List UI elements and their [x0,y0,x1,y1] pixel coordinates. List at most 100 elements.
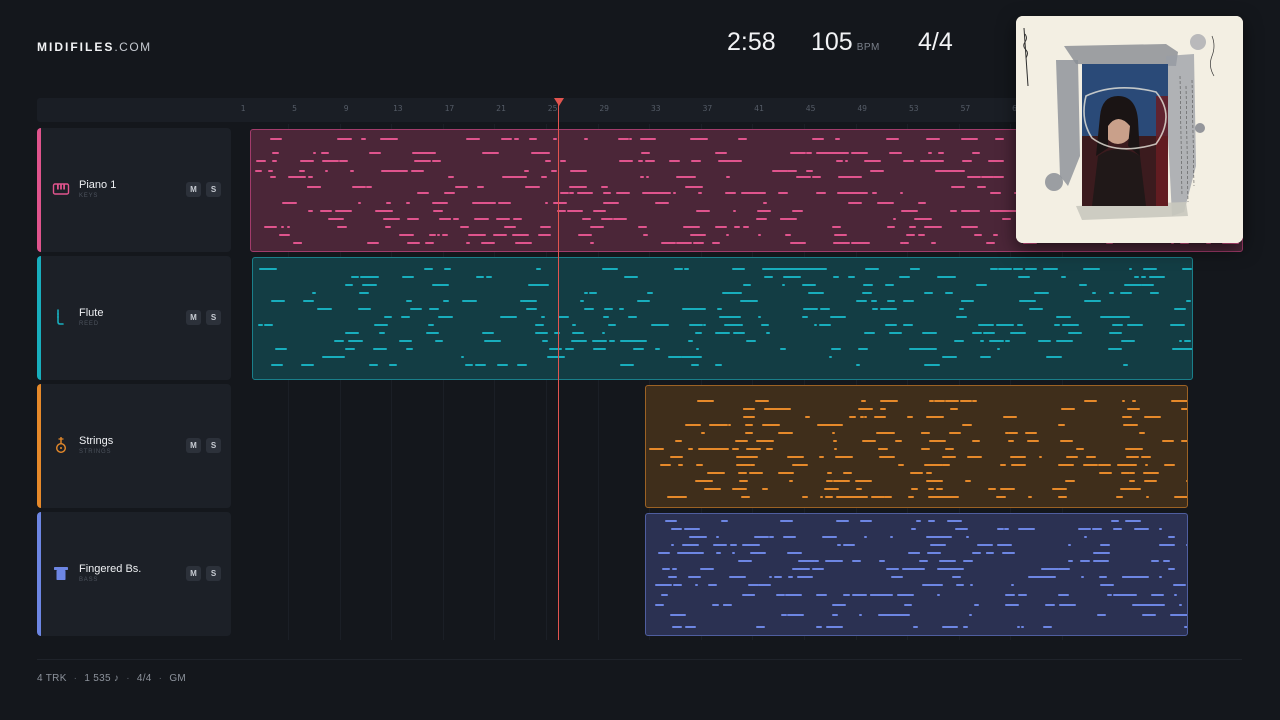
midi-note [889,332,903,334]
midi-note [552,202,567,204]
midi-note [465,242,470,244]
midi-note [1077,528,1091,530]
midi-note [1022,242,1037,244]
midi-note [722,292,735,294]
midi-note [973,234,982,236]
playhead-marker[interactable] [554,98,564,106]
solo-button[interactable]: S [206,438,221,453]
midi-note [345,284,354,286]
midi-note [985,242,995,244]
midi-note [779,218,796,220]
midi-note [1140,284,1154,286]
track-header-flute[interactable]: Flute REED M S [37,256,231,380]
midi-note [926,480,944,482]
midi-note [370,152,381,154]
midi-note [608,324,617,326]
midi-note [743,416,756,418]
midi-note [584,292,589,294]
midi-note [414,160,432,162]
midi-note [903,160,915,162]
track-header-strings[interactable]: Strings STRINGS M S [37,384,231,508]
midi-note [1038,340,1047,342]
midi-note [781,284,785,286]
midi-note [793,614,804,616]
midi-note [638,160,644,162]
midi-note [1112,316,1131,318]
solo-button[interactable]: S [206,182,221,197]
midi-clip-flute[interactable] [252,257,1193,380]
midi-note [307,186,322,188]
midi-note [619,364,634,366]
midi-note [688,576,702,578]
midi-note [612,218,627,220]
mute-button[interactable]: M [186,182,201,197]
midi-note [738,480,748,482]
mute-button[interactable]: M [186,438,201,453]
midi-note [805,170,813,172]
midi-note [1020,626,1024,628]
midi-note [796,576,813,578]
midi-note [541,176,548,178]
midi-note [570,170,588,172]
midi-note [832,604,847,606]
midi-note [990,192,1002,194]
midi-note [796,176,812,178]
midi-note [989,340,1005,342]
midi-note [1042,626,1052,628]
midi-note [386,202,392,204]
midi-note [980,176,994,178]
midi-note [1151,594,1165,596]
midi-note [688,424,701,426]
solo-button[interactable]: S [206,310,221,325]
midi-note [627,316,637,318]
midi-note [831,614,838,616]
midi-note [715,152,728,154]
midi-note [1005,594,1016,596]
midi-note [861,242,871,244]
midi-note [571,324,576,326]
track-header-piano[interactable]: Piano 1 KEYS M S [37,128,231,252]
midi-note [922,584,937,586]
midi-note [504,226,517,228]
midi-note [886,226,895,228]
mute-button[interactable]: M [186,310,201,325]
midi-note [924,292,933,294]
midi-note [1038,456,1042,458]
midi-note [1086,456,1097,458]
midi-note [367,242,380,244]
track-header-bass[interactable]: Fingered Bs. BASS M S [37,512,231,636]
midi-note [461,356,465,358]
midi-note [814,560,820,562]
ruler-bar-label: 13 [392,104,403,113]
site-logo[interactable]: MIDIFILES.COM [37,40,152,54]
midi-note [1143,416,1161,418]
midi-note [1002,416,1017,418]
midi-note [741,496,751,498]
midi-note [1057,424,1065,426]
midi-note [669,614,686,616]
midi-note [734,440,748,442]
midi-note [1065,604,1075,606]
midi-note [1028,576,1044,578]
midi-note [1075,448,1084,450]
midi-note [744,424,753,426]
solo-button[interactable]: S [206,566,221,581]
midi-note [254,170,262,172]
ruler-bar-label: 17 [444,104,455,113]
midi-clip-strings[interactable] [645,385,1188,508]
bar-gridline [339,124,341,640]
midi-note [947,520,963,522]
mute-button[interactable]: M [186,566,201,581]
playhead-line[interactable] [558,104,559,640]
midi-note [1150,292,1160,294]
midi-note [716,536,720,538]
midi-note [820,496,824,498]
midi-note [1062,324,1080,326]
midi-note [1012,268,1023,270]
midi-note [520,300,524,302]
midi-clip-bass[interactable] [645,513,1188,636]
midi-note [1151,560,1160,562]
midi-note [755,626,765,628]
midi-note [380,170,389,172]
midi-note [825,626,843,628]
